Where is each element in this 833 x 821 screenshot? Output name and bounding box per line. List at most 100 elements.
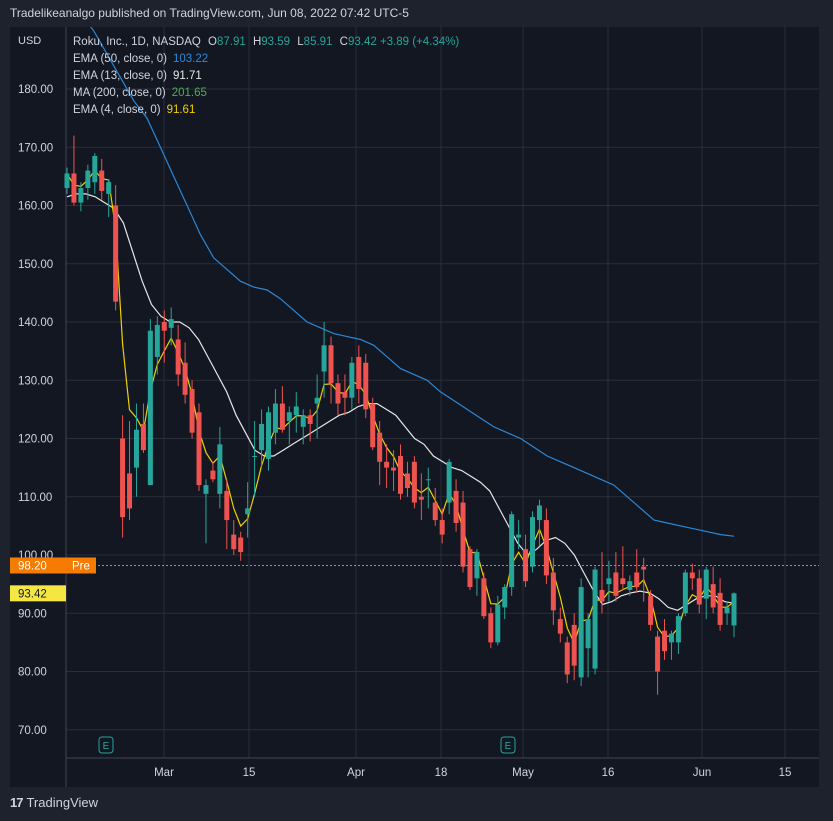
y-tick-label: 130.00: [18, 375, 53, 387]
candle-body: [418, 496, 424, 500]
ema13-value: 91.71: [172, 70, 202, 82]
premarket-tag-value: 98.20: [18, 560, 47, 572]
candle-body: [272, 403, 278, 433]
candle-body: [460, 502, 466, 567]
publisher-line: Tradelikeanalgo published on TradingView…: [10, 6, 409, 20]
x-tick-label: 16: [602, 767, 615, 779]
ema50-line: [66, 1, 735, 537]
candle-body: [349, 362, 355, 398]
tradingview-logo-icon: 17: [10, 795, 24, 810]
candle-body: [328, 345, 334, 384]
candle-body: [238, 537, 244, 553]
candle-body: [599, 589, 605, 602]
ohlc-row: Roku, Inc., 1D, NASDAQ O87.91 H93.59 L85…: [73, 36, 460, 48]
candle-body: [717, 592, 723, 625]
ema13-line: [66, 193, 735, 611]
earnings-marker-icon: E: [98, 736, 114, 754]
candle-body: [175, 339, 181, 375]
candle-body: [307, 415, 313, 424]
candle-body: [154, 324, 160, 357]
candle-body: [321, 345, 327, 372]
candle-body: [127, 473, 133, 509]
candle-body: [446, 461, 452, 503]
candle-body: [668, 633, 674, 643]
candle-body: [411, 461, 417, 503]
y-tick-label: 180.00: [18, 84, 53, 96]
candle-body: [92, 155, 98, 183]
indicator-ema50[interactable]: EMA (50, close, 0) 103.22: [73, 53, 209, 65]
indicator-ema13[interactable]: EMA (13, close, 0) 91.71: [73, 70, 202, 82]
candle-body: [474, 552, 480, 579]
candle-body: [342, 391, 348, 398]
candle-body: [557, 619, 563, 634]
candle-body: [335, 383, 341, 404]
candle-body: [571, 624, 577, 666]
candle-body: [425, 479, 431, 481]
last-price-tag: [10, 585, 66, 602]
candle-body: [99, 170, 105, 191]
candle-body: [265, 412, 271, 459]
candle-body: [627, 581, 633, 590]
candle-body: [530, 517, 536, 567]
x-tick-label: 15: [779, 767, 792, 779]
earnings-marker-label: E: [103, 741, 110, 752]
candle-body: [384, 461, 390, 468]
currency-label: USD: [18, 35, 41, 47]
premarket-badge: [66, 557, 96, 574]
candle-body: [106, 182, 112, 194]
candle-body: [286, 412, 292, 422]
candle-body: [724, 607, 730, 614]
indicator-ema4[interactable]: EMA (4, close, 0) 91.61: [73, 104, 196, 116]
candle-body: [259, 423, 265, 451]
candle-body: [196, 412, 202, 486]
y-tick-label: 70.00: [18, 725, 47, 737]
candle-body: [377, 432, 383, 462]
candle-body: [641, 566, 647, 570]
candle-body: [293, 406, 299, 416]
candle-body: [140, 423, 146, 451]
candle-body: [231, 534, 237, 550]
footer-branding[interactable]: 17 TradingView: [10, 795, 98, 810]
x-tick-label: Jun: [693, 767, 712, 779]
candle-body: [113, 205, 119, 302]
candle-body: [182, 362, 188, 395]
candle-body: [606, 578, 612, 585]
candle-body: [161, 322, 167, 331]
candle-body: [252, 455, 258, 457]
earnings-marker-icon: E: [500, 736, 516, 754]
candle-body: [662, 630, 668, 652]
candle-body: [502, 587, 508, 608]
premarket-badge-label: Pre: [72, 560, 90, 572]
candle-body: [634, 572, 640, 588]
candle-body: [495, 604, 501, 643]
candle-body: [613, 572, 619, 596]
candle-body: [523, 549, 529, 582]
candle-body: [516, 534, 522, 538]
close-value: 93.42: [347, 36, 377, 48]
candle-body: [120, 438, 126, 518]
candle-body: [64, 173, 70, 189]
candle-body: [564, 642, 570, 675]
candle-body: [210, 470, 216, 480]
price-chart[interactable]: USD 180.00 170.00 160.00 150.00 140.00 130.00…: [10, 1, 819, 787]
symbol-title[interactable]: Roku, Inc., 1D, NASDAQ: [73, 36, 201, 48]
indicator-ma200[interactable]: MA (200, close, 0) 201.65: [73, 87, 207, 99]
candle-body: [481, 578, 487, 617]
candle-body: [488, 613, 494, 643]
candle-body: [363, 362, 369, 410]
candle-body: [85, 170, 91, 189]
x-tick-label: May: [512, 767, 534, 779]
earnings-marker-label: E: [505, 741, 512, 752]
candle-body: [356, 356, 362, 389]
y-tick-label: 110.00: [18, 492, 52, 504]
candle-body: [536, 505, 542, 521]
candle-body: [404, 473, 410, 489]
candle-body: [391, 467, 397, 471]
ema50-value: 103.22: [172, 53, 209, 65]
x-tick-label: 18: [435, 767, 448, 779]
candle-body: [432, 502, 438, 521]
candle-body: [467, 549, 473, 588]
open-value: 87.91: [216, 36, 246, 48]
candle-body: [439, 520, 445, 535]
candle-body: [550, 572, 556, 611]
